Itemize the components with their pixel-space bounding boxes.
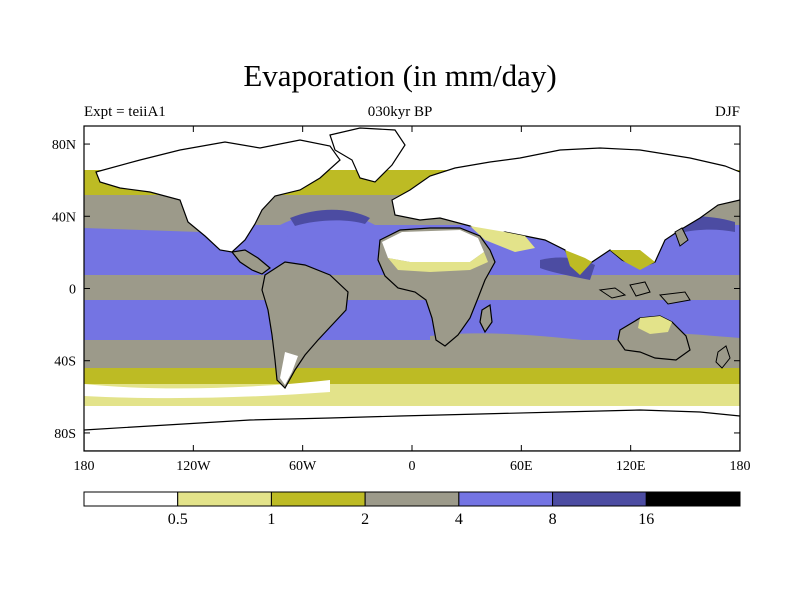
experiment-label: Expt = teiiA1 [84, 104, 166, 120]
sahara-white [382, 230, 484, 264]
lon-label: 180 [74, 459, 95, 474]
patch-indian-south [430, 333, 600, 350]
season-label: DJF [714, 104, 740, 120]
borneo [629, 281, 651, 297]
lat-label: 80S [54, 427, 76, 442]
colorbar-label: 16 [638, 511, 654, 528]
lon-label: 120E [616, 459, 646, 474]
north-america [95, 139, 341, 253]
lat-label: 40N [52, 210, 76, 225]
central-america [230, 249, 271, 275]
patch-southern-white [84, 380, 330, 399]
map-plot-area [84, 126, 740, 451]
lat-label: 80N [52, 138, 76, 153]
sumatra [598, 287, 627, 299]
new-guinea [658, 291, 691, 305]
india-patch [565, 250, 592, 275]
lon-label: 0 [409, 459, 416, 474]
greenland [329, 127, 406, 183]
lon-label: 60E [510, 459, 533, 474]
japan [674, 227, 689, 247]
middle-east-patch [470, 226, 535, 252]
lon-label: 120W [176, 459, 211, 474]
south-america [261, 261, 349, 389]
new-zealand [715, 345, 731, 369]
colorbar-swatch [552, 491, 647, 507]
madagascar [479, 303, 493, 334]
colorbar-swatch [364, 491, 460, 507]
time-label: 030kyr BP [367, 104, 433, 120]
colorbar: 0.5 1 2 4 8 16 [83, 491, 741, 528]
antarctica [84, 409, 740, 451]
lon-label: 180 [730, 459, 751, 474]
band-midlat-south [84, 368, 740, 386]
patch-gulf-stream-high [290, 209, 370, 226]
map-title: Evaporation (in mm/day) [243, 58, 557, 93]
colorbar-swatch [177, 491, 272, 507]
colorbar-swatch [270, 491, 366, 507]
lat-label: 0 [69, 283, 76, 298]
colorbar-label: 1 [267, 511, 275, 528]
patch-pacific-equator [84, 279, 300, 299]
patch-north-pacific [84, 200, 200, 232]
colorbar-label: 2 [361, 511, 369, 528]
australia-north-patch [638, 316, 672, 334]
colorbar-swatch [645, 491, 741, 507]
lat-label: 40S [54, 355, 76, 370]
latitude-axis: 80N 40N 0 40S 80S [52, 138, 740, 442]
colorbar-label: 0.5 [168, 511, 188, 528]
colorbar-label: 4 [455, 511, 463, 528]
colorbar-swatch [83, 491, 179, 507]
patagonia-white [280, 352, 298, 385]
se-asia-patch [610, 250, 655, 270]
colorbar-swatch [458, 491, 554, 507]
lon-label: 60W [289, 459, 317, 474]
longitude-axis: 180 120W 60W 0 60E 120E 180 [74, 126, 751, 474]
colorbar-label: 8 [549, 511, 557, 528]
sahel-patch [388, 252, 488, 272]
